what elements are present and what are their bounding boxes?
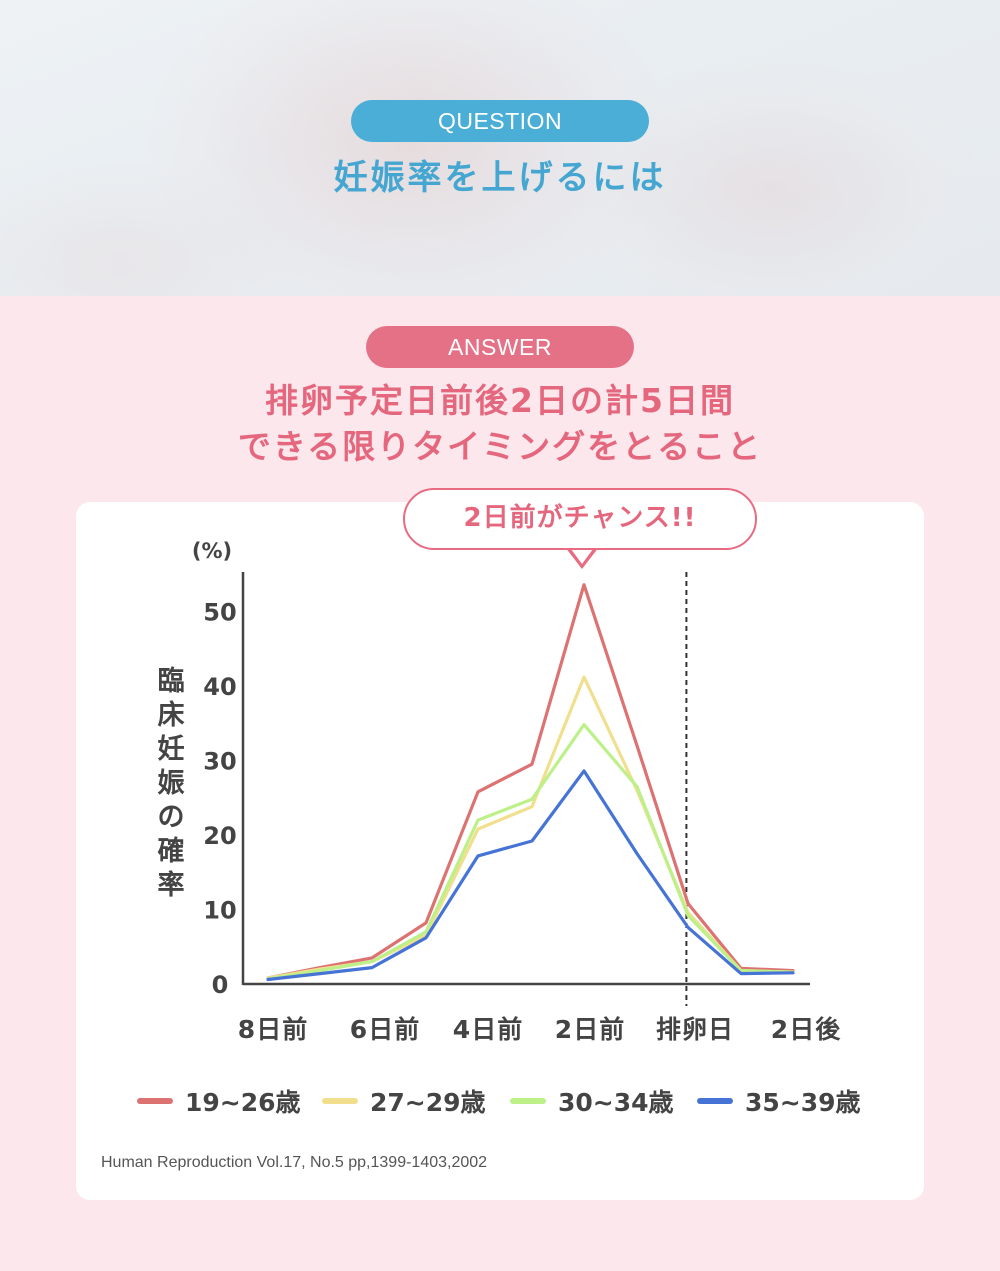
series-line-2 (266, 675, 795, 980)
y-axis-label-char: の (157, 802, 185, 833)
x-tick-label: 6日前 (350, 1015, 420, 1044)
legend-swatch (137, 1098, 173, 1104)
legend-swatch (510, 1098, 546, 1104)
legend-item: 19~26歳 (137, 1083, 301, 1119)
y-tick-label: 20 (203, 822, 236, 850)
answer-title-line2: できる限りタイミングをとること (237, 427, 763, 466)
x-tick-label: 2日後 (771, 1015, 841, 1044)
legend-label: 19~26歳 (185, 1088, 301, 1117)
legend-label: 30~34歳 (558, 1088, 674, 1117)
question-hero (0, 0, 1000, 296)
answer-title-line1: 排卵予定日前後2日の計5日間 (265, 381, 735, 420)
legend-item: 30~34歳 (510, 1083, 674, 1119)
legend-swatch (697, 1098, 733, 1104)
x-tick-label: 2日前 (555, 1015, 625, 1044)
question-badge: QUESTION (351, 100, 649, 142)
answer-badge: ANSWER (366, 326, 634, 368)
legend-item: 27~29歳 (322, 1083, 486, 1119)
legend-item: 35~39歳 (697, 1083, 861, 1119)
x-tick-label: 8日前 (238, 1015, 308, 1044)
y-tick-label: 10 (203, 897, 236, 925)
y-axis-label-char: 娠 (157, 768, 185, 799)
legend-swatch (322, 1098, 358, 1104)
series-line-1 (266, 583, 795, 980)
legend-label: 27~29歳 (370, 1088, 486, 1117)
x-tick-label: 排卵日 (656, 1015, 734, 1044)
hero-background-blob (560, 60, 980, 296)
y-axis-label: 臨床妊娠の確率 (154, 665, 188, 903)
legend-label: 35~39歳 (745, 1088, 861, 1117)
y-tick-label: 0 (212, 971, 229, 999)
question-title: 妊娠率を上げるには (333, 158, 667, 198)
y-axis-label-char: 妊 (157, 734, 185, 765)
y-tick-label: 40 (203, 673, 236, 701)
x-tick-label: 4日前 (453, 1015, 523, 1044)
y-axis-label-char: 率 (157, 870, 185, 901)
y-axis-label-char: 臨 (157, 666, 185, 697)
series-line-4 (266, 769, 795, 982)
y-tick-label: 30 (203, 748, 236, 776)
y-tick-label: 50 (203, 599, 236, 627)
answer-title: 排卵予定日前後2日の計5日間 できる限りタイミングをとること (0, 378, 1000, 470)
y-axis-label-char: 床 (157, 700, 185, 731)
source-citation: Human Reproduction Vol.17, No.5 pp,1399-… (101, 1154, 488, 1171)
callout-bubble: 2日前がチャンス!! (403, 488, 757, 550)
y-axis-label-char: 確 (157, 836, 185, 867)
y-unit-label: (%) (192, 539, 232, 563)
series-line-3 (266, 723, 795, 981)
